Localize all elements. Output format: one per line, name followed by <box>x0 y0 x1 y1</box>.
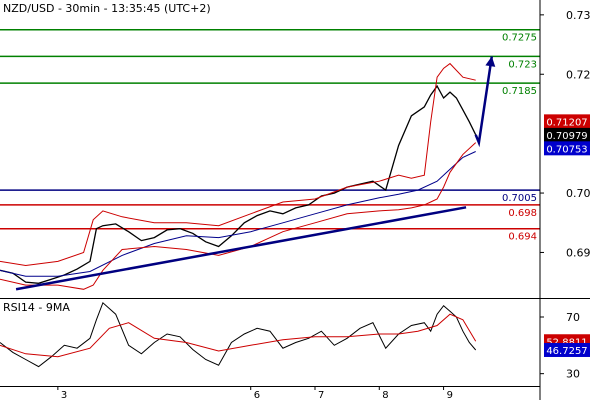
rsi-badge-1 <box>544 342 590 357</box>
y-tick-label-0: 0.73 <box>566 9 590 22</box>
series-price <box>0 84 477 284</box>
level-label-0: 0.7275 <box>502 33 537 44</box>
price-badge-0 <box>544 114 590 129</box>
price-badge-label-2: 0.70753 <box>546 144 587 155</box>
series-rsi <box>0 301 477 368</box>
price-y-axis: 0.73 0.72 0.70 0.69 <box>540 9 590 259</box>
level-label-2: 0.7185 <box>502 86 537 97</box>
rsi-badge-label-1: 46.7257 <box>546 346 587 357</box>
rsi-y-axis: 70 30 <box>540 311 580 381</box>
x-axis: 3 6 7 8 9 <box>57 386 453 400</box>
horizontal-levels <box>0 28 540 230</box>
x-tick-label-1: 6 <box>254 390 260 400</box>
rsi-y-tick-label-1: 30 <box>566 368 580 381</box>
x-tick-label-4: 9 <box>447 390 453 400</box>
level-label-1: 0.723 <box>508 59 537 70</box>
rsi-plot-area <box>0 300 540 385</box>
y-tick-label-2: 0.70 <box>566 187 590 200</box>
series-band-upper <box>0 62 476 267</box>
level-label-5: 0.694 <box>508 232 537 243</box>
price-badge-label-0: 0.71207 <box>546 117 587 128</box>
rsi-y-tick-label-0: 70 <box>566 311 580 324</box>
series-rsi-ma <box>0 313 477 358</box>
y-tick-label-1: 0.72 <box>566 68 590 81</box>
level-label-3: 0.7005 <box>502 193 537 204</box>
price-panel: 0.7275 0.723 0.7185 0.7005 0.698 0.694 NZD/US… <box>0 0 540 297</box>
trend-overlays <box>15 56 496 291</box>
x-tick-label-0: 3 <box>61 390 67 400</box>
price-badge-1 <box>544 127 590 142</box>
x-tick-label-2: 7 <box>318 390 324 400</box>
price-badge-2 <box>544 141 590 156</box>
rsi-badge-label-0: 52.8811 <box>546 337 587 348</box>
rsi-series-group <box>0 301 477 368</box>
x-tick-label-3: 8 <box>382 390 388 400</box>
projection-arrowhead <box>485 56 496 67</box>
series-ma <box>0 151 476 277</box>
projection-path <box>474 56 494 148</box>
rsi-chart-title: RSI14 - 9MA <box>3 301 70 314</box>
rsi-panel: RSI14 - 9MA <box>0 300 540 385</box>
price-badge-label-1: 0.70979 <box>546 131 587 142</box>
price-chart-title: NZD/USD - 30min - 13:35:45 (UTC+2) <box>3 2 211 15</box>
price-series-group <box>0 62 477 290</box>
level-labels: 0.7275 0.723 0.7185 0.7005 0.698 0.694 <box>502 33 537 243</box>
series-band-lower <box>0 142 477 290</box>
support-trendline <box>15 206 467 291</box>
level-label-4: 0.698 <box>508 208 537 219</box>
price-plot-area <box>0 0 540 297</box>
y-tick-label-3: 0.69 <box>566 246 590 259</box>
